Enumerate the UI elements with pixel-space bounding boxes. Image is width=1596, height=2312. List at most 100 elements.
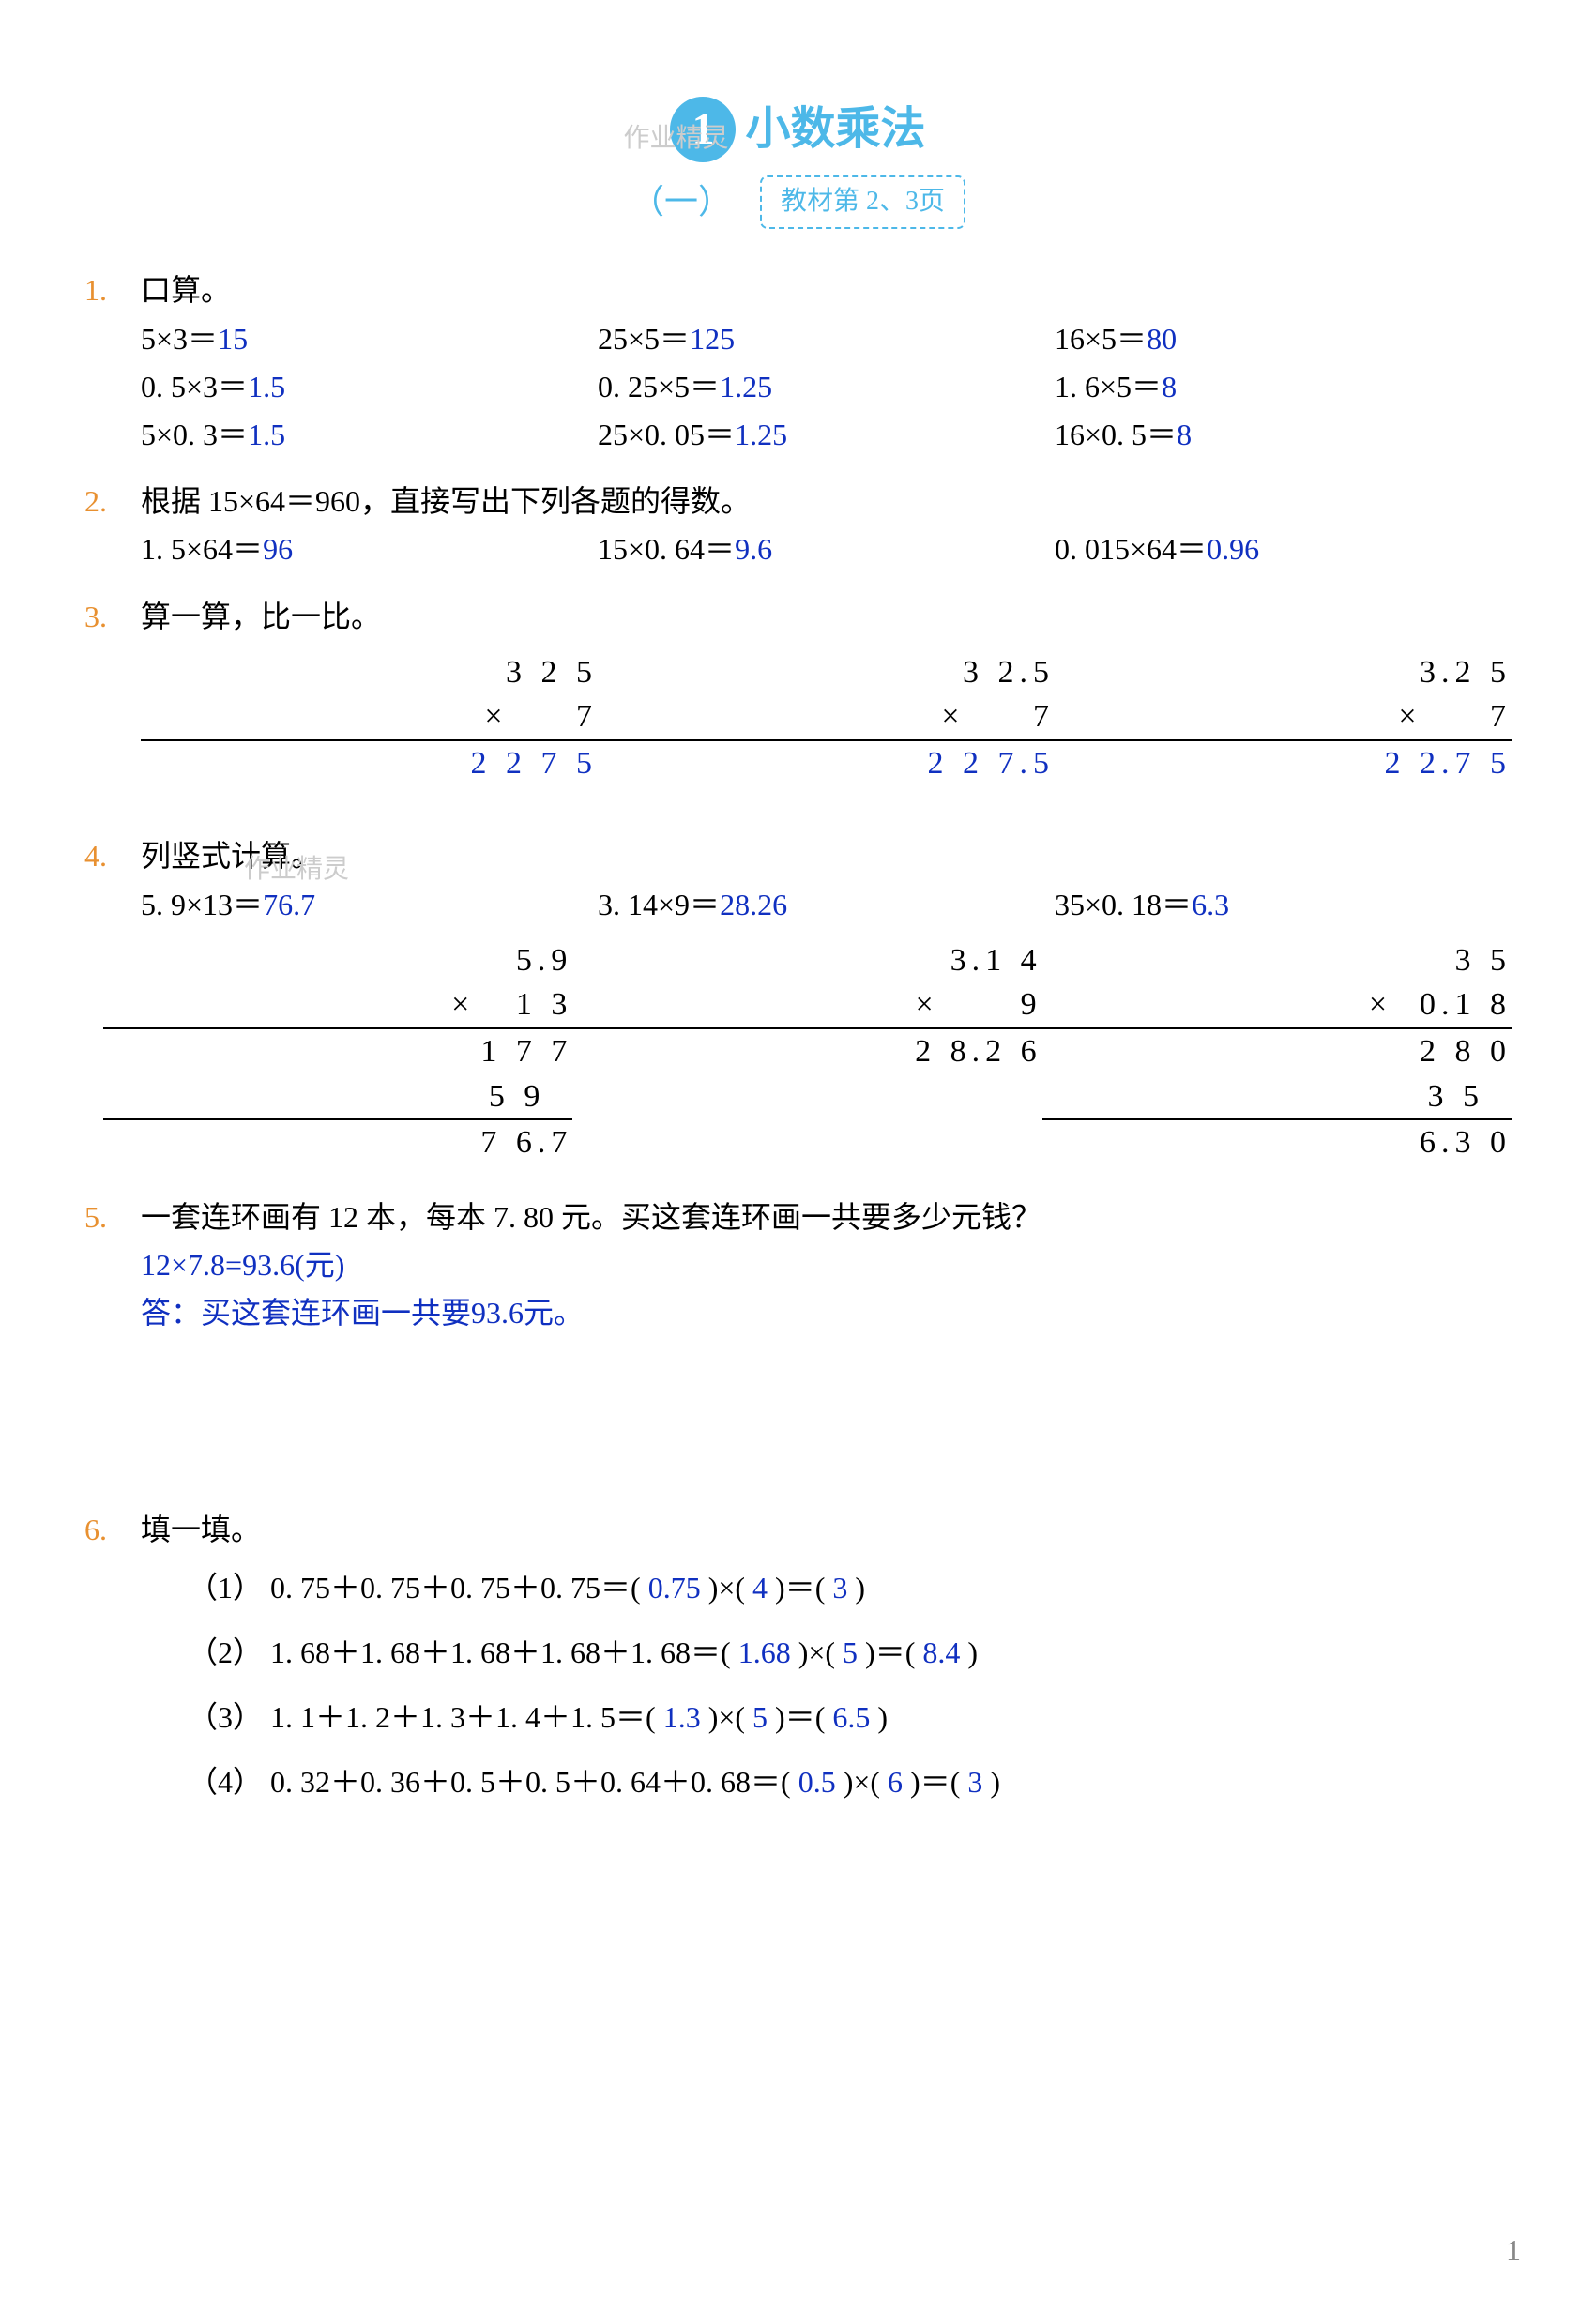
question-title: 算一算，比一比。 xyxy=(141,593,381,641)
ans: 8.4 xyxy=(915,1635,967,1669)
expr: 1. 5×64＝ xyxy=(141,532,263,566)
sep: )×( xyxy=(708,1700,745,1734)
expr: 1. 68＋1. 68＋1. 68＋1. 68＋1. 68＝( xyxy=(270,1635,731,1669)
expr: 16×5＝ xyxy=(1055,322,1147,356)
expr: 0. 015×64＝ xyxy=(1055,532,1207,566)
q1-row-0: 5×3＝15 25×5＝125 16×5＝80 xyxy=(141,315,1512,363)
line: 3.1 4 xyxy=(572,938,1041,983)
answer: 8 xyxy=(1177,418,1192,451)
question-title: 一套连环画有 12 本，每本 7. 80 元。买这套连环画一共要多少元钱？ xyxy=(141,1194,1041,1241)
answer: 1.5 xyxy=(248,418,285,451)
unit-number-badge: 1 xyxy=(670,97,736,162)
question-3: 3. 算一算，比一比。 xyxy=(84,593,1512,641)
question-title: 列竖式计算。 xyxy=(141,832,321,880)
mult-row: × 7 xyxy=(141,694,598,741)
vertical-mult: 3 5 × 0.1 8 2 8 0 3 5 6.3 0 xyxy=(1042,938,1512,1165)
textbook-ref-text: 教材第 2、3页 xyxy=(781,181,945,223)
ans: 5 xyxy=(835,1635,865,1669)
ans: 4 xyxy=(745,1571,775,1605)
expr: 1. 6×5＝ xyxy=(1055,370,1162,403)
answer: 1.25 xyxy=(720,370,772,403)
mult-top: 3 2.5 xyxy=(598,650,1055,695)
answer: 125 xyxy=(690,322,735,356)
expr: 15×0. 64＝ xyxy=(598,532,735,566)
answer: 1.5 xyxy=(248,370,285,403)
line: 3 5 xyxy=(1042,1074,1512,1121)
line: 6.3 0 xyxy=(1042,1120,1512,1165)
q1-row-1: 0. 5×3＝1.5 0. 25×5＝1.25 1. 6×5＝8 xyxy=(141,363,1512,411)
answer: 76.7 xyxy=(263,888,315,921)
question-2: 2. 根据 15×64＝960，直接写出下列各题的得数。 xyxy=(84,478,1512,525)
question-number: 4. xyxy=(84,832,131,880)
expr: 35×0. 18＝ xyxy=(1055,888,1192,921)
textbook-ref: 教材第 2、3页 xyxy=(760,175,965,229)
ans: 3 xyxy=(960,1765,990,1799)
expr: 1. 1＋1. 2＋1. 3＋1. 4＋1. 5＝( xyxy=(270,1700,656,1734)
ans: 1.68 xyxy=(731,1635,798,1669)
line: 5 9 xyxy=(103,1074,572,1121)
page-number: 1 xyxy=(1506,2227,1521,2274)
expr: 5. 9×13＝ xyxy=(141,888,263,921)
mult-row: × 7 xyxy=(598,694,1055,741)
line: 1 7 7 xyxy=(103,1029,572,1074)
end: ) xyxy=(990,1765,1000,1799)
line: 3 5 xyxy=(1042,938,1512,983)
vertical-mult: 5.9 × 1 3 1 7 7 5 9 7 6.7 xyxy=(103,938,572,1165)
answer: 8 xyxy=(1162,370,1177,403)
answer: 80 xyxy=(1147,322,1177,356)
question-6: 6. 填一填。 xyxy=(84,1506,1512,1554)
line: 2 8 0 xyxy=(1042,1029,1512,1074)
section-row: （一） 教材第 2、3页 xyxy=(84,175,1512,230)
answer: 9.6 xyxy=(735,532,772,566)
sep: )＝( xyxy=(775,1571,825,1605)
expr: 16×0. 5＝ xyxy=(1055,418,1177,451)
expr: 0. 32＋0. 36＋0. 5＋0. 5＋0. 64＋0. 68＝( xyxy=(270,1765,791,1799)
question-title: 填一填。 xyxy=(141,1506,261,1554)
unit-header: 作业精灵 1 小数乘法 xyxy=(84,94,1512,166)
sep: )＝( xyxy=(910,1765,960,1799)
ans: 5 xyxy=(745,1700,775,1734)
q5-answer: 答：买这套连环画一共要93.6元。 xyxy=(141,1289,1512,1337)
q6-item-0: （1） 0. 75＋0. 75＋0. 75＋0. 75＝( 0.75 )×( 4… xyxy=(188,1564,1512,1612)
end: ) xyxy=(877,1700,888,1734)
end: ) xyxy=(967,1635,978,1669)
expr: 0. 25×5＝ xyxy=(598,370,720,403)
q6-item-2: （3） 1. 1＋1. 2＋1. 3＋1. 4＋1. 5＝( 1.3 )×( 5… xyxy=(188,1694,1512,1742)
expr: 3. 14×9＝ xyxy=(598,888,720,921)
answer: 6.3 xyxy=(1192,888,1229,921)
mult-row: × 7 xyxy=(1055,694,1512,741)
question-number: 1. xyxy=(84,266,131,314)
ans: 0.75 xyxy=(641,1571,708,1605)
expr: 5×0. 3＝ xyxy=(141,418,248,451)
line: × 0.1 8 xyxy=(1042,982,1512,1029)
sep: )＝( xyxy=(775,1700,825,1734)
vertical-mult: 3 2 5 × 7 2 2 7 5 xyxy=(141,650,598,786)
idx: （4） xyxy=(188,1765,263,1799)
ans: 3 xyxy=(825,1571,855,1605)
answer: 96 xyxy=(263,532,293,566)
mult-result: 2 2 7 5 xyxy=(141,741,598,786)
idx: （2） xyxy=(188,1635,263,1669)
expr: 0. 5×3＝ xyxy=(141,370,248,403)
q6-item-1: （2） 1. 68＋1. 68＋1. 68＋1. 68＋1. 68＝( 1.68… xyxy=(188,1629,1512,1677)
question-5: 5. 一套连环画有 12 本，每本 7. 80 元。买这套连环画一共要多少元钱？ xyxy=(84,1194,1512,1241)
mult-result: 2 2.7 5 xyxy=(1055,741,1512,786)
vertical-mult: 3.2 5 × 7 2 2.7 5 xyxy=(1055,650,1512,786)
line: 5.9 xyxy=(103,938,572,983)
line: × 9 xyxy=(572,982,1041,1029)
question-number: 3. xyxy=(84,593,131,641)
question-1: 1. 口算。 xyxy=(84,266,1512,314)
answer: 0.96 xyxy=(1207,532,1259,566)
ans: 1.3 xyxy=(656,1700,708,1734)
question-number: 6. xyxy=(84,1506,131,1554)
section-number: （一） xyxy=(631,175,732,230)
question-4: 4. 列竖式计算。 xyxy=(84,832,1512,880)
ans: 6 xyxy=(880,1765,910,1799)
line: 2 8.2 6 xyxy=(572,1029,1041,1074)
q6-item-3: （4） 0. 32＋0. 36＋0. 5＋0. 5＋0. 64＋0. 68＝( … xyxy=(188,1758,1512,1806)
question-number: 2. xyxy=(84,478,131,525)
sep: )×( xyxy=(798,1635,835,1669)
q3-work: 3 2 5 × 7 2 2 7 5 3 2.5 × 7 2 2 7.5 3.2 … xyxy=(141,650,1512,786)
expr: 25×5＝ xyxy=(598,322,690,356)
question-title: 根据 15×64＝960，直接写出下列各题的得数。 xyxy=(141,478,751,525)
